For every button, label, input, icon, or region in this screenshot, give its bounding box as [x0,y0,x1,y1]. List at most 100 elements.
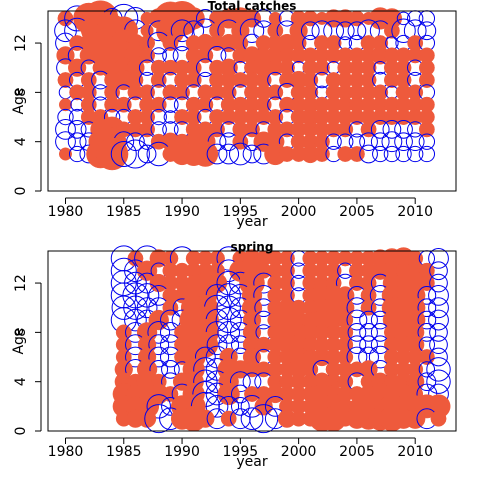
bubble-age-3-year-2009 [395,145,412,163]
bubble-age-1-year-1992 [196,409,215,428]
bubble-age-10-year-1994 [216,295,241,320]
x-tick-label-1995: 1995 [223,204,259,220]
bubble-age-2-year-1995 [230,396,250,416]
bubble-age-11-year-2011 [417,286,437,305]
bubble-age-6-year-2012 [429,347,448,367]
bubble-age-3-year-1985 [110,140,137,168]
panel-title: Total catches [208,0,297,13]
bubble-age-7-year-1992 [197,96,214,113]
bubble-age-9-year-1980 [57,72,74,88]
bubble-age-13-year-2011 [417,21,437,41]
bubble-age-8-year-1994 [217,321,241,344]
bubble-age-2-year-1993 [205,395,229,418]
bubble-age-12-year-1989 [162,35,179,51]
bubble-age-4-year-2007 [370,132,390,152]
bubble-age-5-year-2012 [426,357,451,382]
x-tick-label-2000: 2000 [281,204,317,220]
x-axis-title: year [236,454,267,470]
y-tick-label-4: 4 [13,137,29,146]
x-tick-label-1985: 1985 [106,444,142,460]
bubble-age-6-year-1992 [194,346,216,368]
bubble-age-10-year-1987 [136,297,158,319]
bubble-age-10-year-2011 [417,298,437,318]
bubble-age-1-year-2010 [405,408,426,429]
bubble-age-13-year-1980 [54,19,77,43]
y-axis-title: Age [11,87,27,114]
bubble-age-4-year-2009 [394,132,413,152]
bubble-age-5-year-2011 [418,361,436,378]
bubble-age-1-year-1987 [137,409,157,428]
x-axis-title: year [236,214,267,230]
bubble-age-3-year-1986 [120,139,150,169]
bubble-age-5-year-2004 [337,121,354,138]
bubble-age-4-year-1992 [193,369,218,394]
bubble-age-13-year-2012 [429,261,448,281]
bubble-age-7-year-2012 [429,335,448,355]
y-tick-label-8: 8 [13,328,29,337]
bubble-age-3-year-2005 [348,146,365,162]
x-tick-label-2000: 2000 [281,444,317,460]
bubble-age-9-year-1991 [185,72,202,88]
bubble-age-1-year-1994 [220,410,237,427]
bubble-age-3-year-1996 [242,144,262,164]
bubble-age-10-year-2012 [428,297,449,319]
bubble-age-4-year-2012 [426,369,451,394]
bubble-age-1-year-1995 [229,408,251,430]
bubble-age-7-year-2005 [347,335,367,355]
bubble-age-13-year-2004 [335,21,355,41]
bubble-age-11-year-2012 [428,284,449,306]
y-tick-label-12: 12 [13,34,29,52]
y-tick-label-0: 0 [13,427,29,436]
bubble-age-9-year-2011 [417,310,437,330]
bubble-age-3-year-1995 [229,142,252,166]
bubble-age-3-year-2007 [372,145,389,163]
bubble-age-14-year-2012 [428,248,449,269]
panel-title: spring [231,240,274,254]
x-tick-label-1995: 1995 [223,444,259,460]
bubble-age-3-year-1984 [95,137,129,171]
bubble-age-2-year-1988 [146,394,171,419]
y-tick-label-8: 8 [13,88,29,97]
bubble-age-7-year-1980 [58,98,72,112]
bubble-age-13-year-1987 [136,260,158,281]
bubble-age-5-year-2007 [370,120,390,139]
bubble-age-3-year-1993 [206,143,228,165]
plot-frame [47,250,457,432]
bubble-age-9-year-1986 [124,308,147,332]
bubble-age-3-year-2006 [359,144,378,164]
bubble-age-5-year-1981 [67,120,87,139]
bubble-age-9-year-1994 [215,307,242,334]
bubble-age-6-year-1988 [150,108,167,126]
bubble-age-7-year-1989 [162,96,179,113]
bubble-age-4-year-2008 [381,131,403,153]
bubble-age-13-year-1990 [170,19,194,43]
bubble-age-9-year-1988 [150,72,167,88]
bubble-age-8-year-1990 [174,84,190,101]
bubble-age-13-year-2009 [391,18,416,43]
bubble-age-1-year-2012 [430,410,447,427]
bubble-age-13-year-2005 [347,21,367,41]
bubble-age-4-year-1981 [67,132,87,152]
bubble-age-9-year-2011 [418,72,435,88]
bubble-age-9-year-2012 [428,309,449,331]
y-tick-label-4: 4 [13,377,29,386]
bubble-age-7-year-2006 [359,335,378,355]
bubble-age-8-year-2006 [359,323,378,342]
bubble-age-3-year-2002 [314,146,330,162]
bubble-age-5-year-2011 [418,121,435,138]
y-axis-title: Age [11,327,27,354]
x-tick-label-2010: 2010 [397,444,433,460]
bubble-age-12-year-2012 [429,273,448,293]
bubble-age-6-year-2011 [418,349,435,365]
bubble-age-5-year-2008 [382,120,402,139]
bubble-age-4-year-2011 [417,372,437,392]
bubble-age-5-year-1987 [139,121,156,138]
bubble-age-1-year-1996 [240,407,264,431]
bubble-age-13-year-1996 [239,18,265,43]
bubble-age-8-year-2005 [347,323,367,342]
bubble-age-4-year-2006 [359,132,378,152]
bubble-age-3-year-2010 [407,145,424,163]
bubble-age-7-year-1988 [150,96,167,113]
x-tick-label-1990: 1990 [164,444,200,460]
